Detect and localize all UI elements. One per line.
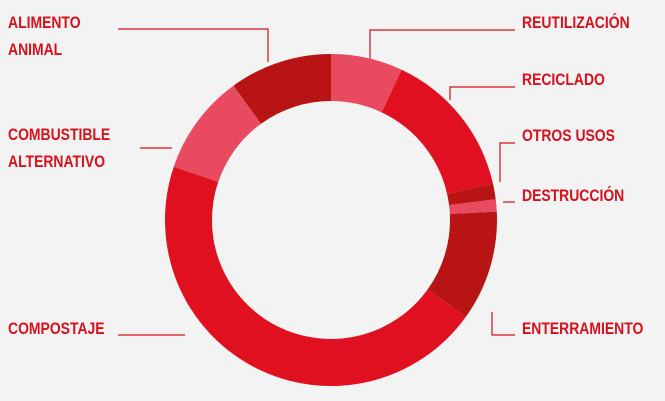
leader-line [369,29,515,62]
donut-slice [427,211,497,317]
donut-slice [447,183,496,206]
slice-label: ENTERRAMIENTO [522,319,644,338]
slice-label: COMPOSTAJE [8,319,105,338]
leader-lines [118,28,515,336]
donut-slice [449,199,497,215]
leader-line [491,312,515,336]
slice-label: OTROS USOS [522,126,615,145]
leader-line [449,86,515,100]
donut-slice [381,69,494,195]
donut-slice [165,166,466,386]
slice-label: RECICLADO [522,70,605,89]
donut-slice [331,54,402,113]
donut-slice [173,85,262,182]
slice-label: ALIMENTO ANIMAL [8,13,81,59]
donut [165,54,497,386]
slice-label: REUTILIZACIÓN [522,13,630,32]
leader-line [118,28,269,62]
leader-line [499,142,515,182]
slice-label: COMBUSTIBLE ALTERNATIVO [8,125,111,171]
donut-slice [233,54,331,124]
slice-label: DESTRUCCIÓN [522,186,625,205]
